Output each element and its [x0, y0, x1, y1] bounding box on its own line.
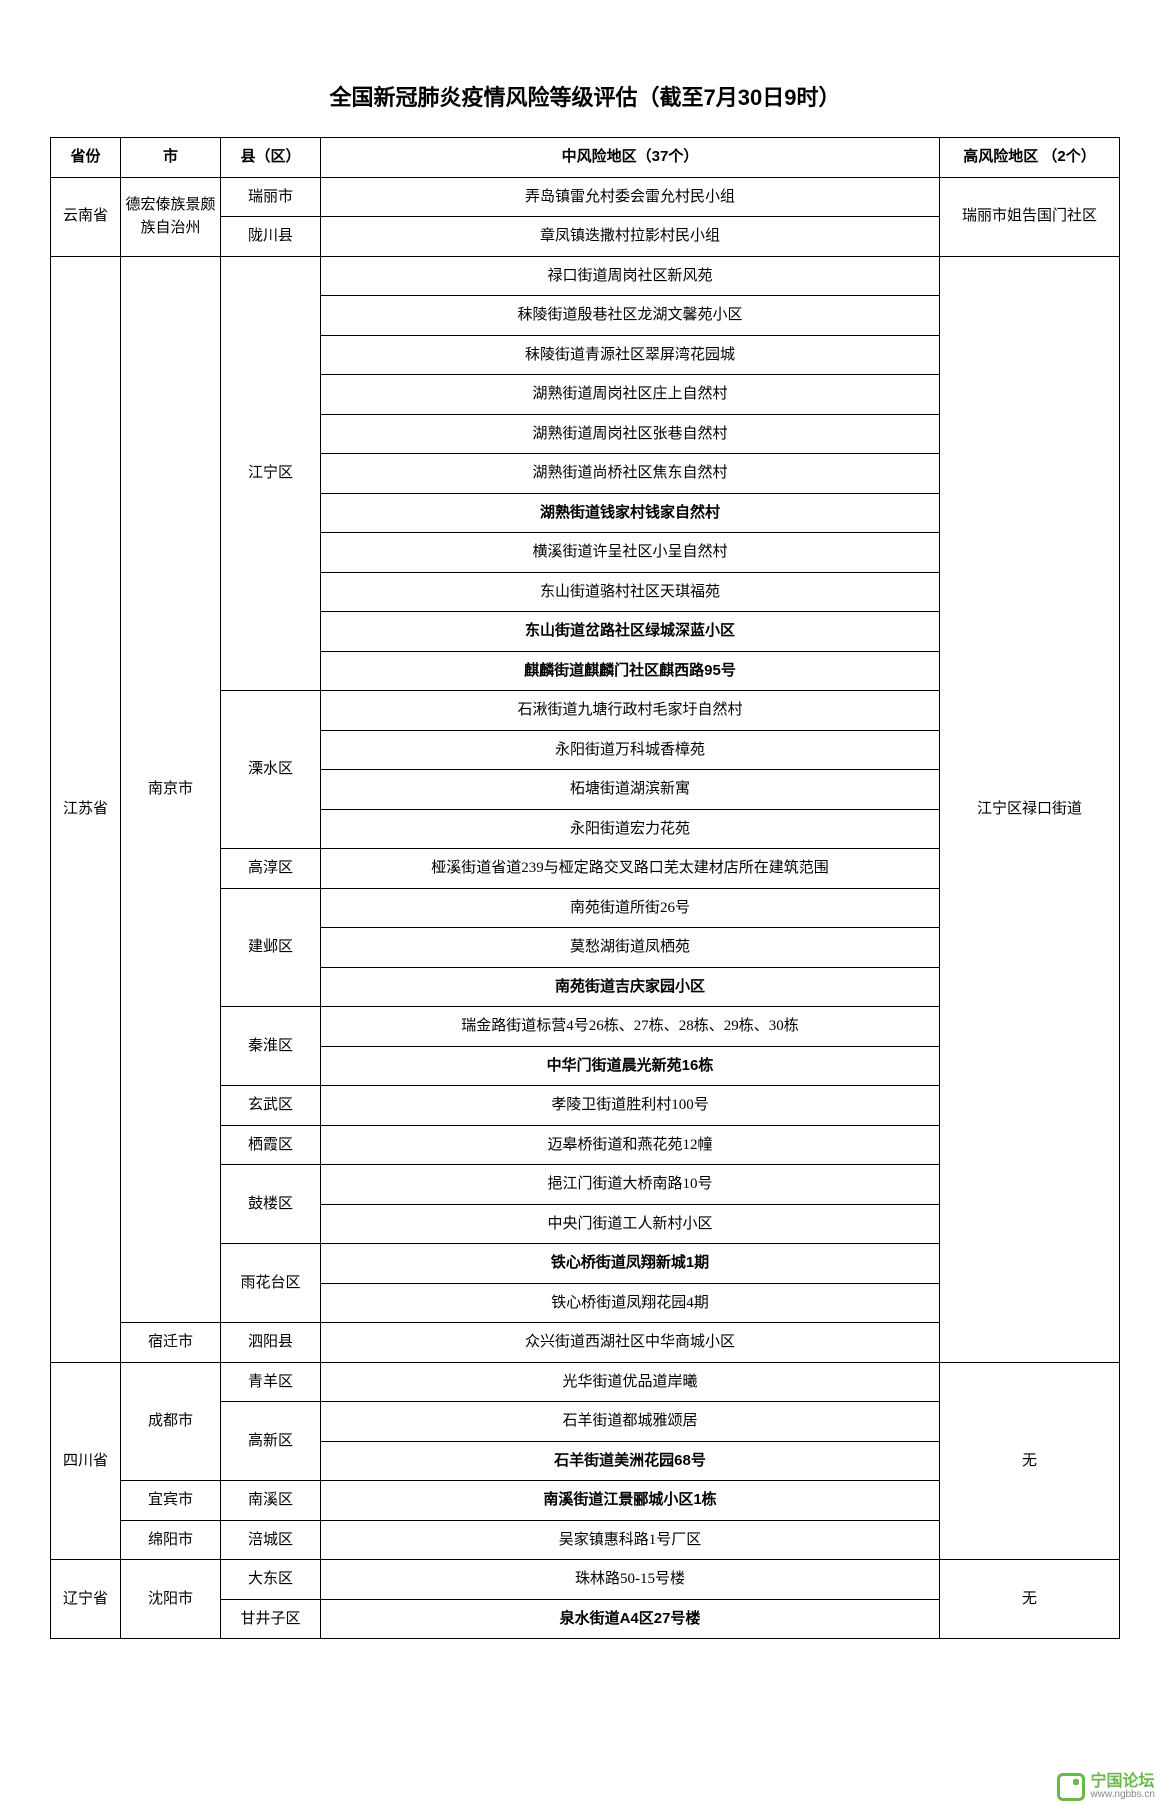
cell-mid-risk: 桠溪街道省道239与桠定路交叉路口芜太建材店所在建筑范围	[321, 849, 940, 889]
cell-high-risk: 无	[940, 1560, 1120, 1639]
cell-mid-risk: 横溪街道许呈社区小呈自然村	[321, 533, 940, 573]
forum-logo-icon	[1057, 1773, 1085, 1801]
cell-district: 江宁区	[221, 256, 321, 691]
cell-mid-risk: 秣陵街道青源社区翠屏湾花园城	[321, 335, 940, 375]
cell-mid-risk: 湖熟街道周岗社区庄上自然村	[321, 375, 940, 415]
cell-city: 宿迁市	[121, 1323, 221, 1363]
cell-mid-risk: 永阳街道宏力花苑	[321, 809, 940, 849]
cell-district: 青羊区	[221, 1362, 321, 1402]
cell-high-risk: 江宁区禄口街道	[940, 256, 1120, 1362]
cell-city: 德宏傣族景颇族自治州	[121, 177, 221, 256]
cell-district: 建邺区	[221, 888, 321, 1007]
cell-mid-risk: 湖熟街道尚桥社区焦东自然村	[321, 454, 940, 494]
col-city: 市	[121, 138, 221, 178]
col-mid-risk: 中风险地区（37个）	[321, 138, 940, 178]
table-row: 四川省成都市青羊区光华街道优品道岸曦无	[51, 1362, 1120, 1402]
cell-province: 辽宁省	[51, 1560, 121, 1639]
cell-mid-risk: 南苑街道吉庆家园小区	[321, 967, 940, 1007]
cell-district: 栖霞区	[221, 1125, 321, 1165]
cell-mid-risk: 石羊街道美洲花园68号	[321, 1441, 940, 1481]
cell-mid-risk: 泉水街道A4区27号楼	[321, 1599, 940, 1639]
cell-mid-risk: 孝陵卫街道胜利村100号	[321, 1086, 940, 1126]
cell-city: 成都市	[121, 1362, 221, 1481]
cell-city: 南京市	[121, 256, 221, 1323]
cell-mid-risk: 挹江门街道大桥南路10号	[321, 1165, 940, 1205]
cell-mid-risk: 湖熟街道周岗社区张巷自然村	[321, 414, 940, 454]
cell-mid-risk: 中华门街道晨光新苑16栋	[321, 1046, 940, 1086]
cell-mid-risk: 秣陵街道殷巷社区龙湖文馨苑小区	[321, 296, 940, 336]
cell-mid-risk: 珠林路50-15号楼	[321, 1560, 940, 1600]
cell-mid-risk: 南苑街道所街26号	[321, 888, 940, 928]
cell-province: 云南省	[51, 177, 121, 256]
cell-mid-risk: 铁心桥街道凤翔花园4期	[321, 1283, 940, 1323]
cell-mid-risk: 禄口街道周岗社区新风苑	[321, 256, 940, 296]
risk-table: 省份 市 县（区） 中风险地区（37个） 高风险地区 （2个） 云南省德宏傣族景…	[50, 137, 1120, 1639]
cell-mid-risk: 弄岛镇雷允村委会雷允村民小组	[321, 177, 940, 217]
cell-mid-risk: 石湫街道九塘行政村毛家圩自然村	[321, 691, 940, 731]
cell-mid-risk: 柘塘街道湖滨新寓	[321, 770, 940, 810]
cell-district: 秦淮区	[221, 1007, 321, 1086]
cell-mid-risk: 湖熟街道钱家村钱家自然村	[321, 493, 940, 533]
cell-district: 玄武区	[221, 1086, 321, 1126]
watermark-url: www.ngbbs.cn	[1091, 1790, 1155, 1800]
cell-district: 高新区	[221, 1402, 321, 1481]
col-province: 省份	[51, 138, 121, 178]
table-header-row: 省份 市 县（区） 中风险地区（37个） 高风险地区 （2个）	[51, 138, 1120, 178]
watermark: 宁国论坛 www.ngbbs.cn	[1057, 1773, 1155, 1801]
cell-mid-risk: 石羊街道都城雅颂居	[321, 1402, 940, 1442]
table-row: 辽宁省沈阳市大东区珠林路50-15号楼无	[51, 1560, 1120, 1600]
col-high-risk: 高风险地区 （2个）	[940, 138, 1120, 178]
cell-district: 陇川县	[221, 217, 321, 257]
cell-mid-risk: 瑞金路街道标营4号26栋、27栋、28栋、29栋、30栋	[321, 1007, 940, 1047]
cell-mid-risk: 麒麟街道麒麟门社区麒西路95号	[321, 651, 940, 691]
cell-province: 江苏省	[51, 256, 121, 1362]
cell-city: 绵阳市	[121, 1520, 221, 1560]
cell-district: 瑞丽市	[221, 177, 321, 217]
page-title: 全国新冠肺炎疫情风险等级评估（截至7月30日9时）	[50, 80, 1120, 112]
cell-mid-risk: 东山街道岔路社区绿城深蓝小区	[321, 612, 940, 652]
cell-mid-risk: 章凤镇迭撒村拉影村民小组	[321, 217, 940, 257]
cell-mid-risk: 中央门街道工人新村小区	[321, 1204, 940, 1244]
cell-district: 溧水区	[221, 691, 321, 849]
cell-district: 甘井子区	[221, 1599, 321, 1639]
cell-mid-risk: 吴家镇惠科路1号厂区	[321, 1520, 940, 1560]
cell-mid-risk: 迈皋桥街道和燕花苑12幢	[321, 1125, 940, 1165]
table-row: 云南省德宏傣族景颇族自治州瑞丽市弄岛镇雷允村委会雷允村民小组瑞丽市姐告国门社区	[51, 177, 1120, 217]
cell-mid-risk: 莫愁湖街道凤栖苑	[321, 928, 940, 968]
cell-city: 宜宾市	[121, 1481, 221, 1521]
cell-district: 大东区	[221, 1560, 321, 1600]
cell-mid-risk: 南溪街道江景郦城小区1栋	[321, 1481, 940, 1521]
cell-mid-risk: 铁心桥街道凤翔新城1期	[321, 1244, 940, 1284]
table-row: 江苏省南京市江宁区禄口街道周岗社区新风苑江宁区禄口街道	[51, 256, 1120, 296]
cell-mid-risk: 众兴街道西湖社区中华商城小区	[321, 1323, 940, 1363]
col-district: 县（区）	[221, 138, 321, 178]
cell-district: 泗阳县	[221, 1323, 321, 1363]
cell-district: 涪城区	[221, 1520, 321, 1560]
cell-city: 沈阳市	[121, 1560, 221, 1639]
cell-district: 鼓楼区	[221, 1165, 321, 1244]
cell-district: 雨花台区	[221, 1244, 321, 1323]
cell-mid-risk: 永阳街道万科城香樟苑	[321, 730, 940, 770]
cell-high-risk: 无	[940, 1362, 1120, 1560]
cell-mid-risk: 东山街道骆村社区天琪福苑	[321, 572, 940, 612]
cell-province: 四川省	[51, 1362, 121, 1560]
cell-mid-risk: 光华街道优品道岸曦	[321, 1362, 940, 1402]
cell-high-risk: 瑞丽市姐告国门社区	[940, 177, 1120, 256]
watermark-name: 宁国论坛	[1091, 1774, 1155, 1790]
cell-district: 南溪区	[221, 1481, 321, 1521]
cell-district: 高淳区	[221, 849, 321, 889]
